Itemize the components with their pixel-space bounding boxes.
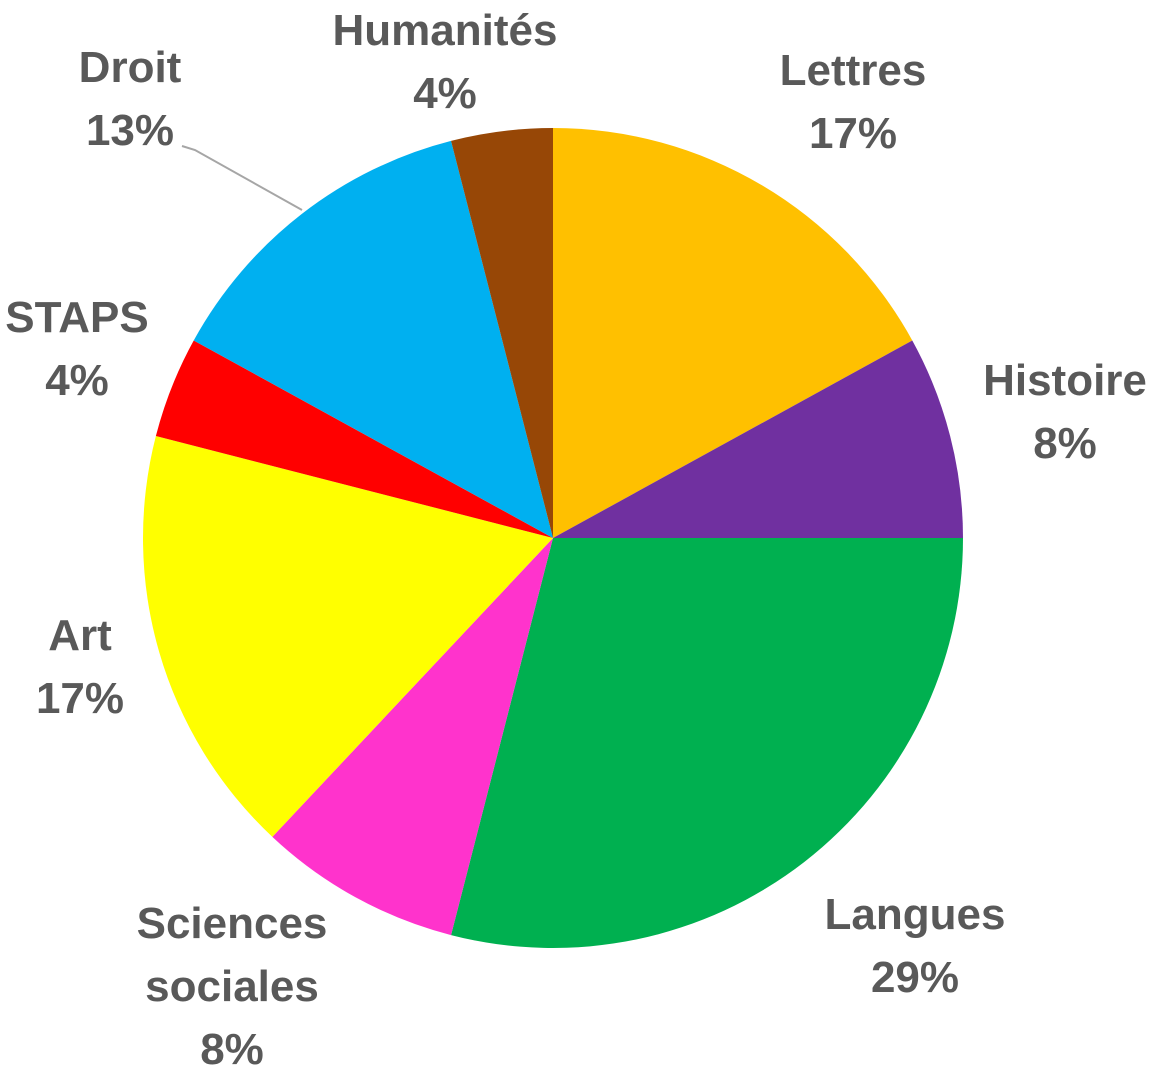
slice-value-label: 17% [809,109,897,158]
slice-value-label: 13% [86,106,174,155]
slice-category-label: Lettres [780,46,927,95]
leader-lines [181,145,303,211]
slice-label-sciences-sociales: Sciences sociales 8% [137,899,328,1072]
slice-category-label: sociales [145,962,319,1011]
pie-slice-humanites [451,128,553,538]
pie-slice-lettres [553,128,913,538]
pie-slice-histoire [553,340,963,538]
slice-category-label: STAPS [5,293,148,342]
leader-line-droit [181,145,303,211]
pie-slice-droit [193,140,553,538]
slice-label-staps: STAPS 4% [5,293,148,405]
pie-slices [143,128,963,949]
slice-category-label: Droit [79,43,182,92]
slice-category-label: Sciences [137,899,328,948]
slice-value-label: 29% [871,953,959,1002]
slice-value-label: 17% [36,674,124,723]
slice-category-label: Histoire [983,356,1147,405]
slice-labels: Lettres 17% Histoire 8% Langues 29% Sciences so… [5,6,1147,1072]
slice-label-art: Art 17% [36,611,124,723]
slice-value-label: 8% [1033,419,1097,468]
pie-slice-sciences-sociales [272,538,553,936]
pie-slice-langues [451,538,963,949]
slice-category-label: Humanités [333,6,558,55]
slice-label-humanites: Humanités 4% [333,6,558,118]
slice-category-label: Langues [825,890,1006,939]
slice-label-lettres: Lettres 17% [780,46,927,158]
slice-label-histoire: Histoire 8% [983,356,1147,468]
slice-category-label: Art [48,611,112,660]
slice-value-label: 4% [45,356,109,405]
pie-slice-art [143,436,554,837]
slice-label-langues: Langues 29% [825,890,1006,1002]
slice-value-label: 4% [413,69,477,118]
pie-slice-staps [155,340,553,538]
slice-value-label: 8% [200,1025,264,1072]
slice-label-droit: Droit 13% [79,43,182,155]
